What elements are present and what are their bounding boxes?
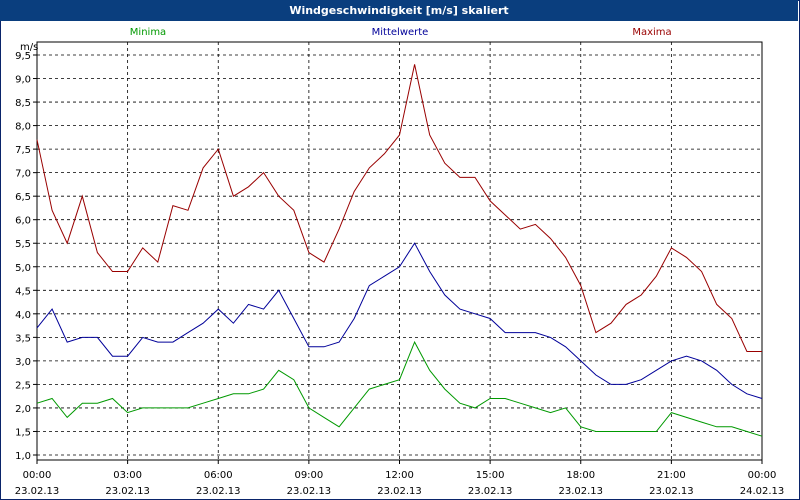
y-tick-label: 6,5 bbox=[15, 192, 31, 203]
y-tick-label: 5,5 bbox=[15, 239, 31, 250]
y-tick-label: 9,5 bbox=[15, 51, 31, 62]
minima-line bbox=[36, 340, 763, 437]
x-tick-date-label: 23.02.13 bbox=[15, 486, 60, 497]
y-tick-label: 6,0 bbox=[15, 216, 31, 227]
x-tick-time-label: 00:00 bbox=[23, 470, 52, 481]
y-tick-label: 7,5 bbox=[15, 145, 31, 156]
legend-mittelwerte: Mittelwerte bbox=[372, 27, 429, 38]
x-tick-time-label: 18:00 bbox=[566, 470, 595, 481]
y-tick-label: 8,0 bbox=[15, 122, 31, 133]
x-tick-time-label: 03:00 bbox=[113, 470, 142, 481]
y-axis-unit-label: m/s bbox=[20, 42, 38, 53]
x-tick-time-label: 15:00 bbox=[476, 470, 505, 481]
y-tick-label: 3,0 bbox=[15, 357, 31, 368]
x-tick-date-label: 23.02.13 bbox=[468, 486, 513, 497]
y-tick-label: 2,0 bbox=[15, 404, 31, 415]
chart-title: Windgeschwindigkeit [m/s] skaliert bbox=[0, 0, 798, 21]
x-tick-date-label: 23.02.13 bbox=[105, 486, 150, 497]
x-tick-date-label: 23.02.13 bbox=[558, 486, 603, 497]
x-tick-time-label: 09:00 bbox=[294, 470, 323, 481]
x-tick-time-label: 21:00 bbox=[657, 470, 686, 481]
y-tick-label: 1,5 bbox=[15, 427, 31, 438]
x-tick-date-label: 23.02.13 bbox=[377, 486, 422, 497]
mittelwerte-line bbox=[36, 242, 763, 399]
y-tick-label: 4,0 bbox=[15, 310, 31, 321]
y-tick-label: 3,5 bbox=[15, 333, 31, 344]
x-tick-time-label: 00:00 bbox=[748, 470, 777, 481]
y-tick-label: 2,5 bbox=[15, 380, 31, 391]
legend-maxima: Maxima bbox=[632, 27, 671, 38]
y-tick-label: 9,0 bbox=[15, 75, 31, 86]
y-tick-label: 8,5 bbox=[15, 98, 31, 109]
x-tick-date-label: 23.02.13 bbox=[196, 486, 241, 497]
x-tick-time-label: 12:00 bbox=[385, 470, 414, 481]
x-tick-date-label: 23.02.13 bbox=[649, 486, 694, 497]
legend-minima: Minima bbox=[130, 27, 166, 38]
x-tick-time-label: 06:00 bbox=[204, 470, 233, 481]
x-tick-date-label: 24.02.13 bbox=[740, 486, 785, 497]
maxima-line bbox=[36, 64, 762, 352]
x-tick-date-label: 23.02.13 bbox=[287, 486, 332, 497]
y-tick-label: 7,0 bbox=[15, 169, 31, 180]
x-axis-ticks: 00:00 23.02.13 03:00 23.02.13 06:00 23.02.13 0… bbox=[15, 460, 785, 497]
series-lines bbox=[36, 64, 763, 437]
y-axis-ticks: 1,0 1,5 2,0 2,5 3,0 3,5 4,0 4,5 5,0 5,5 6,0 6,5 7,0 7… bbox=[15, 51, 37, 462]
y-tick-label: 1,0 bbox=[15, 451, 31, 462]
grid-lines bbox=[37, 42, 762, 460]
y-tick-label: 5,0 bbox=[15, 263, 31, 274]
y-tick-label: 4,5 bbox=[15, 286, 31, 297]
